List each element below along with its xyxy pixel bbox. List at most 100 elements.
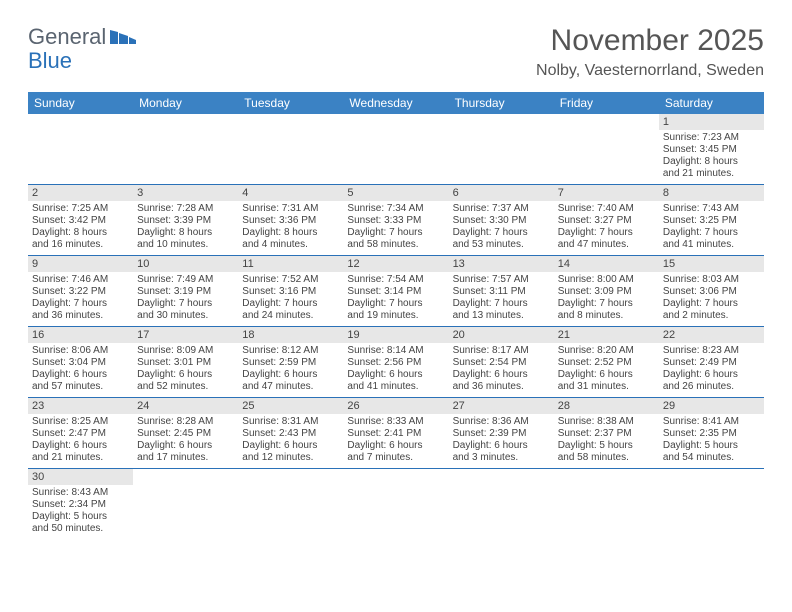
day-detail-line: Sunrise: 7:37 AM (453, 203, 550, 215)
day-details (343, 471, 448, 477)
day-detail-line: Daylight: 7 hours (242, 298, 339, 310)
day-cell: 12Sunrise: 7:54 AMSunset: 3:14 PMDayligh… (343, 256, 448, 327)
day-details (133, 116, 238, 122)
day-detail-line: Daylight: 5 hours (558, 440, 655, 452)
day-detail-line: Sunset: 3:45 PM (663, 144, 760, 156)
day-detail-line: and 54 minutes. (663, 452, 760, 464)
day-detail-line: and 52 minutes. (137, 381, 234, 393)
day-detail-line: Sunrise: 8:36 AM (453, 416, 550, 428)
day-detail-line: Daylight: 6 hours (663, 369, 760, 381)
day-detail-line: Daylight: 7 hours (558, 227, 655, 239)
day-detail-line: Daylight: 7 hours (663, 298, 760, 310)
day-detail-line: Sunset: 2:49 PM (663, 357, 760, 369)
day-details: Sunrise: 8:38 AMSunset: 2:37 PMDaylight:… (554, 414, 659, 468)
day-detail-line: Daylight: 7 hours (137, 298, 234, 310)
day-cell (554, 469, 659, 540)
logo: General (28, 24, 138, 50)
day-detail-line: and 57 minutes. (32, 381, 129, 393)
weekday-header: Tuesday (238, 92, 343, 114)
day-cell: 29Sunrise: 8:41 AMSunset: 2:35 PMDayligh… (659, 398, 764, 469)
day-number: 11 (238, 256, 343, 272)
day-cell: 27Sunrise: 8:36 AMSunset: 2:39 PMDayligh… (449, 398, 554, 469)
day-detail-line: Sunrise: 8:28 AM (137, 416, 234, 428)
day-detail-line: Sunrise: 8:23 AM (663, 345, 760, 357)
day-detail-line: Sunset: 2:39 PM (453, 428, 550, 440)
day-detail-line: and 12 minutes. (242, 452, 339, 464)
day-detail-line: and 30 minutes. (137, 310, 234, 322)
day-detail-line: and 19 minutes. (347, 310, 444, 322)
day-cell (28, 114, 133, 185)
day-detail-line: Sunrise: 7:52 AM (242, 274, 339, 286)
day-detail-line: Sunrise: 8:31 AM (242, 416, 339, 428)
day-detail-line: Sunset: 2:41 PM (347, 428, 444, 440)
day-number: 6 (449, 185, 554, 201)
day-number: 13 (449, 256, 554, 272)
day-detail-line: and 47 minutes. (242, 381, 339, 393)
day-detail-line: Daylight: 7 hours (453, 298, 550, 310)
day-cell: 10Sunrise: 7:49 AMSunset: 3:19 PMDayligh… (133, 256, 238, 327)
day-number: 3 (133, 185, 238, 201)
day-detail-line: Sunset: 3:27 PM (558, 215, 655, 227)
day-details: Sunrise: 8:12 AMSunset: 2:59 PMDaylight:… (238, 343, 343, 397)
day-number: 24 (133, 398, 238, 414)
month-title: November 2025 (536, 24, 764, 58)
day-cell: 20Sunrise: 8:17 AMSunset: 2:54 PMDayligh… (449, 327, 554, 398)
logo-text-2: Blue (28, 48, 72, 74)
day-detail-line: and 13 minutes. (453, 310, 550, 322)
day-detail-line: and 36 minutes. (32, 310, 129, 322)
day-details: Sunrise: 8:14 AMSunset: 2:56 PMDaylight:… (343, 343, 448, 397)
day-detail-line: Daylight: 6 hours (453, 440, 550, 452)
day-detail-line: and 16 minutes. (32, 239, 129, 251)
day-detail-line: Sunrise: 8:43 AM (32, 487, 129, 499)
day-detail-line: Daylight: 8 hours (32, 227, 129, 239)
day-cell: 18Sunrise: 8:12 AMSunset: 2:59 PMDayligh… (238, 327, 343, 398)
day-detail-line: Sunrise: 7:28 AM (137, 203, 234, 215)
title-block: November 2025 Nolby, Vaesternorrland, Sw… (536, 24, 764, 80)
day-detail-line: Sunrise: 8:38 AM (558, 416, 655, 428)
day-detail-line: Sunrise: 8:17 AM (453, 345, 550, 357)
weekday-header-row: Sunday Monday Tuesday Wednesday Thursday… (28, 92, 764, 114)
day-details: Sunrise: 8:20 AMSunset: 2:52 PMDaylight:… (554, 343, 659, 397)
week-row: 1Sunrise: 7:23 AMSunset: 3:45 PMDaylight… (28, 114, 764, 185)
day-details (449, 116, 554, 122)
day-detail-line: and 21 minutes. (663, 168, 760, 180)
day-detail-line: Sunset: 3:06 PM (663, 286, 760, 298)
day-cell: 25Sunrise: 8:31 AMSunset: 2:43 PMDayligh… (238, 398, 343, 469)
flag-icon (110, 28, 136, 46)
day-detail-line: Sunset: 2:56 PM (347, 357, 444, 369)
day-cell: 26Sunrise: 8:33 AMSunset: 2:41 PMDayligh… (343, 398, 448, 469)
day-number: 2 (28, 185, 133, 201)
day-detail-line: Sunrise: 8:09 AM (137, 345, 234, 357)
day-cell (449, 114, 554, 185)
day-details (659, 471, 764, 477)
day-detail-line: and 10 minutes. (137, 239, 234, 251)
day-cell (238, 114, 343, 185)
weekday-header: Monday (133, 92, 238, 114)
day-details (28, 116, 133, 122)
day-detail-line: and 24 minutes. (242, 310, 339, 322)
day-detail-line: Sunrise: 7:34 AM (347, 203, 444, 215)
day-details: Sunrise: 7:49 AMSunset: 3:19 PMDaylight:… (133, 272, 238, 326)
day-details (449, 471, 554, 477)
day-detail-line: Daylight: 8 hours (663, 156, 760, 168)
day-detail-line: Sunset: 2:45 PM (137, 428, 234, 440)
day-details: Sunrise: 8:36 AMSunset: 2:39 PMDaylight:… (449, 414, 554, 468)
day-detail-line: Sunrise: 7:46 AM (32, 274, 129, 286)
day-detail-line: Sunrise: 8:33 AM (347, 416, 444, 428)
day-detail-line: and 26 minutes. (663, 381, 760, 393)
day-detail-line: Sunset: 2:35 PM (663, 428, 760, 440)
day-detail-line: Daylight: 5 hours (32, 511, 129, 523)
day-detail-line: Sunrise: 7:49 AM (137, 274, 234, 286)
day-detail-line: Daylight: 6 hours (32, 369, 129, 381)
day-details: Sunrise: 8:28 AMSunset: 2:45 PMDaylight:… (133, 414, 238, 468)
header: General November 2025 Nolby, Vaesternorr… (28, 24, 764, 80)
day-detail-line: Sunrise: 8:14 AM (347, 345, 444, 357)
day-details: Sunrise: 8:23 AMSunset: 2:49 PMDaylight:… (659, 343, 764, 397)
day-detail-line: and 41 minutes. (347, 381, 444, 393)
day-number: 12 (343, 256, 448, 272)
day-cell: 7Sunrise: 7:40 AMSunset: 3:27 PMDaylight… (554, 185, 659, 256)
day-details: Sunrise: 8:00 AMSunset: 3:09 PMDaylight:… (554, 272, 659, 326)
day-details: Sunrise: 7:57 AMSunset: 3:11 PMDaylight:… (449, 272, 554, 326)
day-number: 25 (238, 398, 343, 414)
day-cell: 13Sunrise: 7:57 AMSunset: 3:11 PMDayligh… (449, 256, 554, 327)
